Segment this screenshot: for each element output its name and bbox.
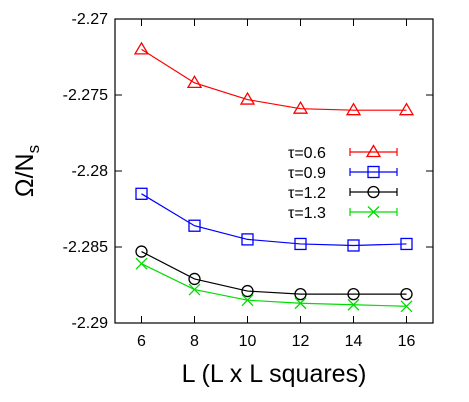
- data-point: [294, 297, 307, 310]
- data-point: [294, 287, 307, 301]
- data-point: [400, 287, 413, 301]
- legend-marker: [367, 206, 380, 218]
- series-line: [141, 251, 407, 295]
- series-2: [135, 187, 413, 252]
- data-point: [188, 283, 201, 296]
- plot-frame: [114, 18, 434, 324]
- y-axis-label-subscript: s: [24, 145, 43, 154]
- data-point: [135, 187, 148, 200]
- y-tick-label: -2.27: [72, 11, 109, 28]
- data-point: [292, 100, 309, 114]
- x-tick-label: 16: [398, 333, 416, 350]
- data-point: [186, 75, 203, 88]
- x-tick-label: 14: [345, 333, 363, 350]
- data-point: [188, 272, 201, 286]
- data-point: [398, 102, 415, 116]
- data-point: [347, 298, 360, 311]
- y-tick-label: -2.275: [63, 87, 108, 104]
- legend-item: τ=1.2: [288, 185, 398, 202]
- x-tick-label: 10: [239, 333, 257, 350]
- y-axis-ticks: -2.29 -2.285 -2.28 -2.275 -2.27: [63, 11, 433, 332]
- series-line: [141, 193, 407, 247]
- legend-item: τ=1.3: [288, 205, 398, 222]
- x-tick-label: 8: [190, 333, 199, 350]
- data-point: [133, 41, 150, 55]
- y-axis-label: Ω/Ns: [11, 145, 43, 197]
- legend-marker: [367, 185, 380, 199]
- legend-marker: [367, 165, 380, 179]
- data-point: [241, 284, 254, 298]
- legend-label: τ=0.6: [288, 145, 326, 162]
- data-point: [239, 91, 256, 105]
- data-point: [294, 237, 307, 251]
- series-1: [133, 41, 415, 116]
- series-line: [141, 263, 407, 307]
- legend-label: τ=0.9: [288, 165, 326, 182]
- y-tick-label: -2.285: [63, 239, 108, 256]
- legend-item: τ=0.6: [288, 144, 398, 162]
- data-point: [135, 245, 148, 258]
- legend: τ=0.6 τ=0.9 τ=1.2 τ=1.3: [288, 144, 398, 222]
- y-axis-label-main: Ω/N: [11, 153, 39, 197]
- x-tick-label: 6: [137, 333, 146, 350]
- legend-item: τ=0.9: [288, 165, 398, 182]
- y-tick-label: -2.29: [72, 315, 109, 332]
- series-4: [135, 257, 413, 313]
- data-point: [400, 300, 413, 313]
- legend-label: τ=1.3: [288, 205, 326, 222]
- x-axis-label: L (L x L squares): [182, 360, 367, 388]
- data-point: [400, 237, 413, 251]
- data-point: [188, 219, 201, 232]
- series-3: [135, 245, 413, 301]
- data-point: [347, 239, 360, 252]
- y-tick-label: -2.28: [72, 163, 109, 180]
- data-point: [347, 287, 360, 301]
- legend-label: τ=1.2: [288, 185, 326, 202]
- data-point: [241, 233, 254, 246]
- data-point: [345, 102, 362, 116]
- data-point: [135, 257, 148, 270]
- x-tick-label: 12: [292, 333, 310, 350]
- series-layer: [133, 41, 415, 313]
- data-point: [241, 294, 254, 307]
- legend-marker: [365, 144, 382, 158]
- series-line: [141, 48, 407, 111]
- x-axis-ticks: 6 8 10 12 14 16: [137, 19, 416, 350]
